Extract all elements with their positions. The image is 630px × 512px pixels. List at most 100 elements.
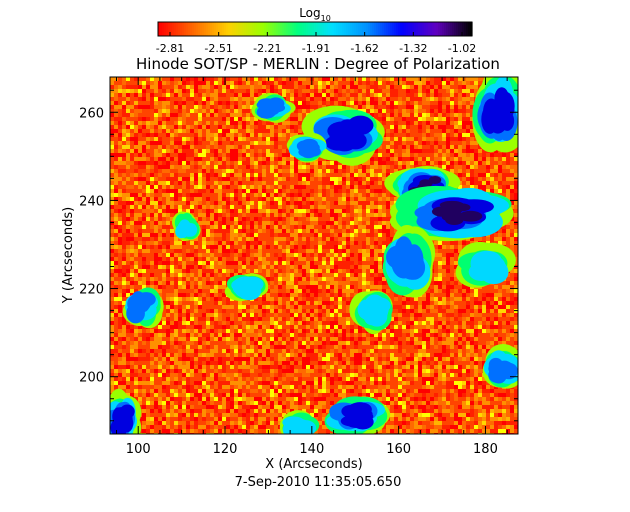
heatmap-cell <box>150 161 154 165</box>
heatmap-cell <box>162 141 166 145</box>
heatmap-cell <box>170 125 174 129</box>
heatmap-cell <box>310 225 314 229</box>
heatmap-cell <box>266 261 270 265</box>
heatmap-cell <box>270 77 274 81</box>
heatmap-cell <box>178 161 182 165</box>
heatmap-cell <box>378 81 382 85</box>
heatmap-cell <box>166 189 170 193</box>
heatmap-cell <box>218 205 222 209</box>
heatmap-cell <box>274 181 278 185</box>
heatmap-cell <box>346 189 350 193</box>
heatmap-cell <box>210 129 214 133</box>
heatmap-cell <box>170 133 174 137</box>
heatmap-cell <box>318 261 322 265</box>
heatmap-cell <box>318 253 322 257</box>
heatmap-cell <box>242 173 246 177</box>
heatmap-cell <box>366 225 370 229</box>
heatmap-cell <box>114 85 118 89</box>
colorbar-segment <box>214 22 217 36</box>
heatmap-cell <box>202 197 206 201</box>
heatmap-cell <box>314 185 318 189</box>
heatmap-cell <box>330 89 334 93</box>
heatmap-cell <box>126 237 130 241</box>
heatmap-cell <box>286 229 290 233</box>
heatmap-cell <box>382 185 386 189</box>
heatmap-area <box>110 77 518 434</box>
heatmap-cell <box>370 209 374 213</box>
heatmap-cell <box>410 81 414 85</box>
heatmap-cell <box>466 165 470 169</box>
heatmap-cell <box>130 117 134 121</box>
heatmap-cell <box>278 205 282 209</box>
colorbar-segment <box>386 22 389 36</box>
heatmap-cell <box>470 149 474 153</box>
heatmap-cell <box>218 193 222 197</box>
heatmap-cell <box>154 77 158 81</box>
heatmap-cell <box>254 81 258 85</box>
heatmap-cell <box>314 241 318 245</box>
heatmap-cell <box>482 185 486 189</box>
heatmap-cell <box>206 185 210 189</box>
heatmap-cell <box>266 209 270 213</box>
heatmap-cell <box>138 129 142 133</box>
heatmap-cell <box>190 89 194 93</box>
heatmap-cell <box>158 113 162 117</box>
heatmap-cell <box>290 189 294 193</box>
heatmap-cell <box>358 177 362 181</box>
heatmap-cell <box>358 241 362 245</box>
heatmap-cell <box>442 165 446 169</box>
heatmap-cell <box>370 157 374 161</box>
heatmap-cell <box>218 157 222 161</box>
heatmap-cell <box>126 233 130 237</box>
heatmap-cell <box>146 213 150 217</box>
heatmap-cell <box>162 249 166 253</box>
heatmap-cell <box>498 233 502 237</box>
heatmap-cell <box>178 261 182 265</box>
heatmap-cell <box>322 257 326 261</box>
heatmap-cell <box>126 149 130 153</box>
heatmap-cell <box>154 233 158 237</box>
heatmap-cell <box>286 237 290 241</box>
heatmap-cell <box>310 201 314 205</box>
heatmap-cell <box>514 257 518 261</box>
heatmap-cell <box>142 261 146 265</box>
heatmap-cell <box>346 101 350 105</box>
heatmap-cell <box>302 161 306 165</box>
heatmap-cell <box>170 193 174 197</box>
heatmap-cell <box>346 205 350 209</box>
heatmap-cell <box>286 241 290 245</box>
colorbar-segment <box>262 22 265 36</box>
heatmap-cell <box>266 149 270 153</box>
heatmap-cell <box>218 225 222 229</box>
heatmap-cell <box>386 165 390 169</box>
heatmap-cell <box>254 241 258 245</box>
heatmap-cell <box>422 133 426 137</box>
heatmap-cell <box>110 197 114 201</box>
heatmap-cell <box>390 193 394 197</box>
heatmap-cell <box>310 85 314 89</box>
heatmap-cell <box>290 177 294 181</box>
heatmap-cell <box>238 201 242 205</box>
heatmap-cell <box>382 141 386 145</box>
heatmap-cell <box>234 221 238 225</box>
heatmap-cell <box>390 129 394 133</box>
heatmap-cell <box>378 261 382 265</box>
heatmap-cell <box>354 193 358 197</box>
heatmap-cell <box>374 81 378 85</box>
heatmap-cell <box>514 217 518 221</box>
heatmap-cell <box>306 221 310 225</box>
heatmap-cell <box>226 141 230 145</box>
heatmap-cell <box>258 125 262 129</box>
heatmap-cell <box>490 181 494 185</box>
heatmap-cell <box>162 157 166 161</box>
colorbar-segment <box>248 22 251 36</box>
heatmap-cell <box>194 253 198 257</box>
heatmap-cell <box>510 245 514 249</box>
heatmap-cell <box>154 257 158 261</box>
heatmap-cell <box>382 181 386 185</box>
heatmap-cell <box>358 209 362 213</box>
heatmap-cell <box>158 189 162 193</box>
heatmap-cell <box>114 209 118 213</box>
heatmap-cell <box>306 213 310 217</box>
heatmap-cell <box>438 161 442 165</box>
